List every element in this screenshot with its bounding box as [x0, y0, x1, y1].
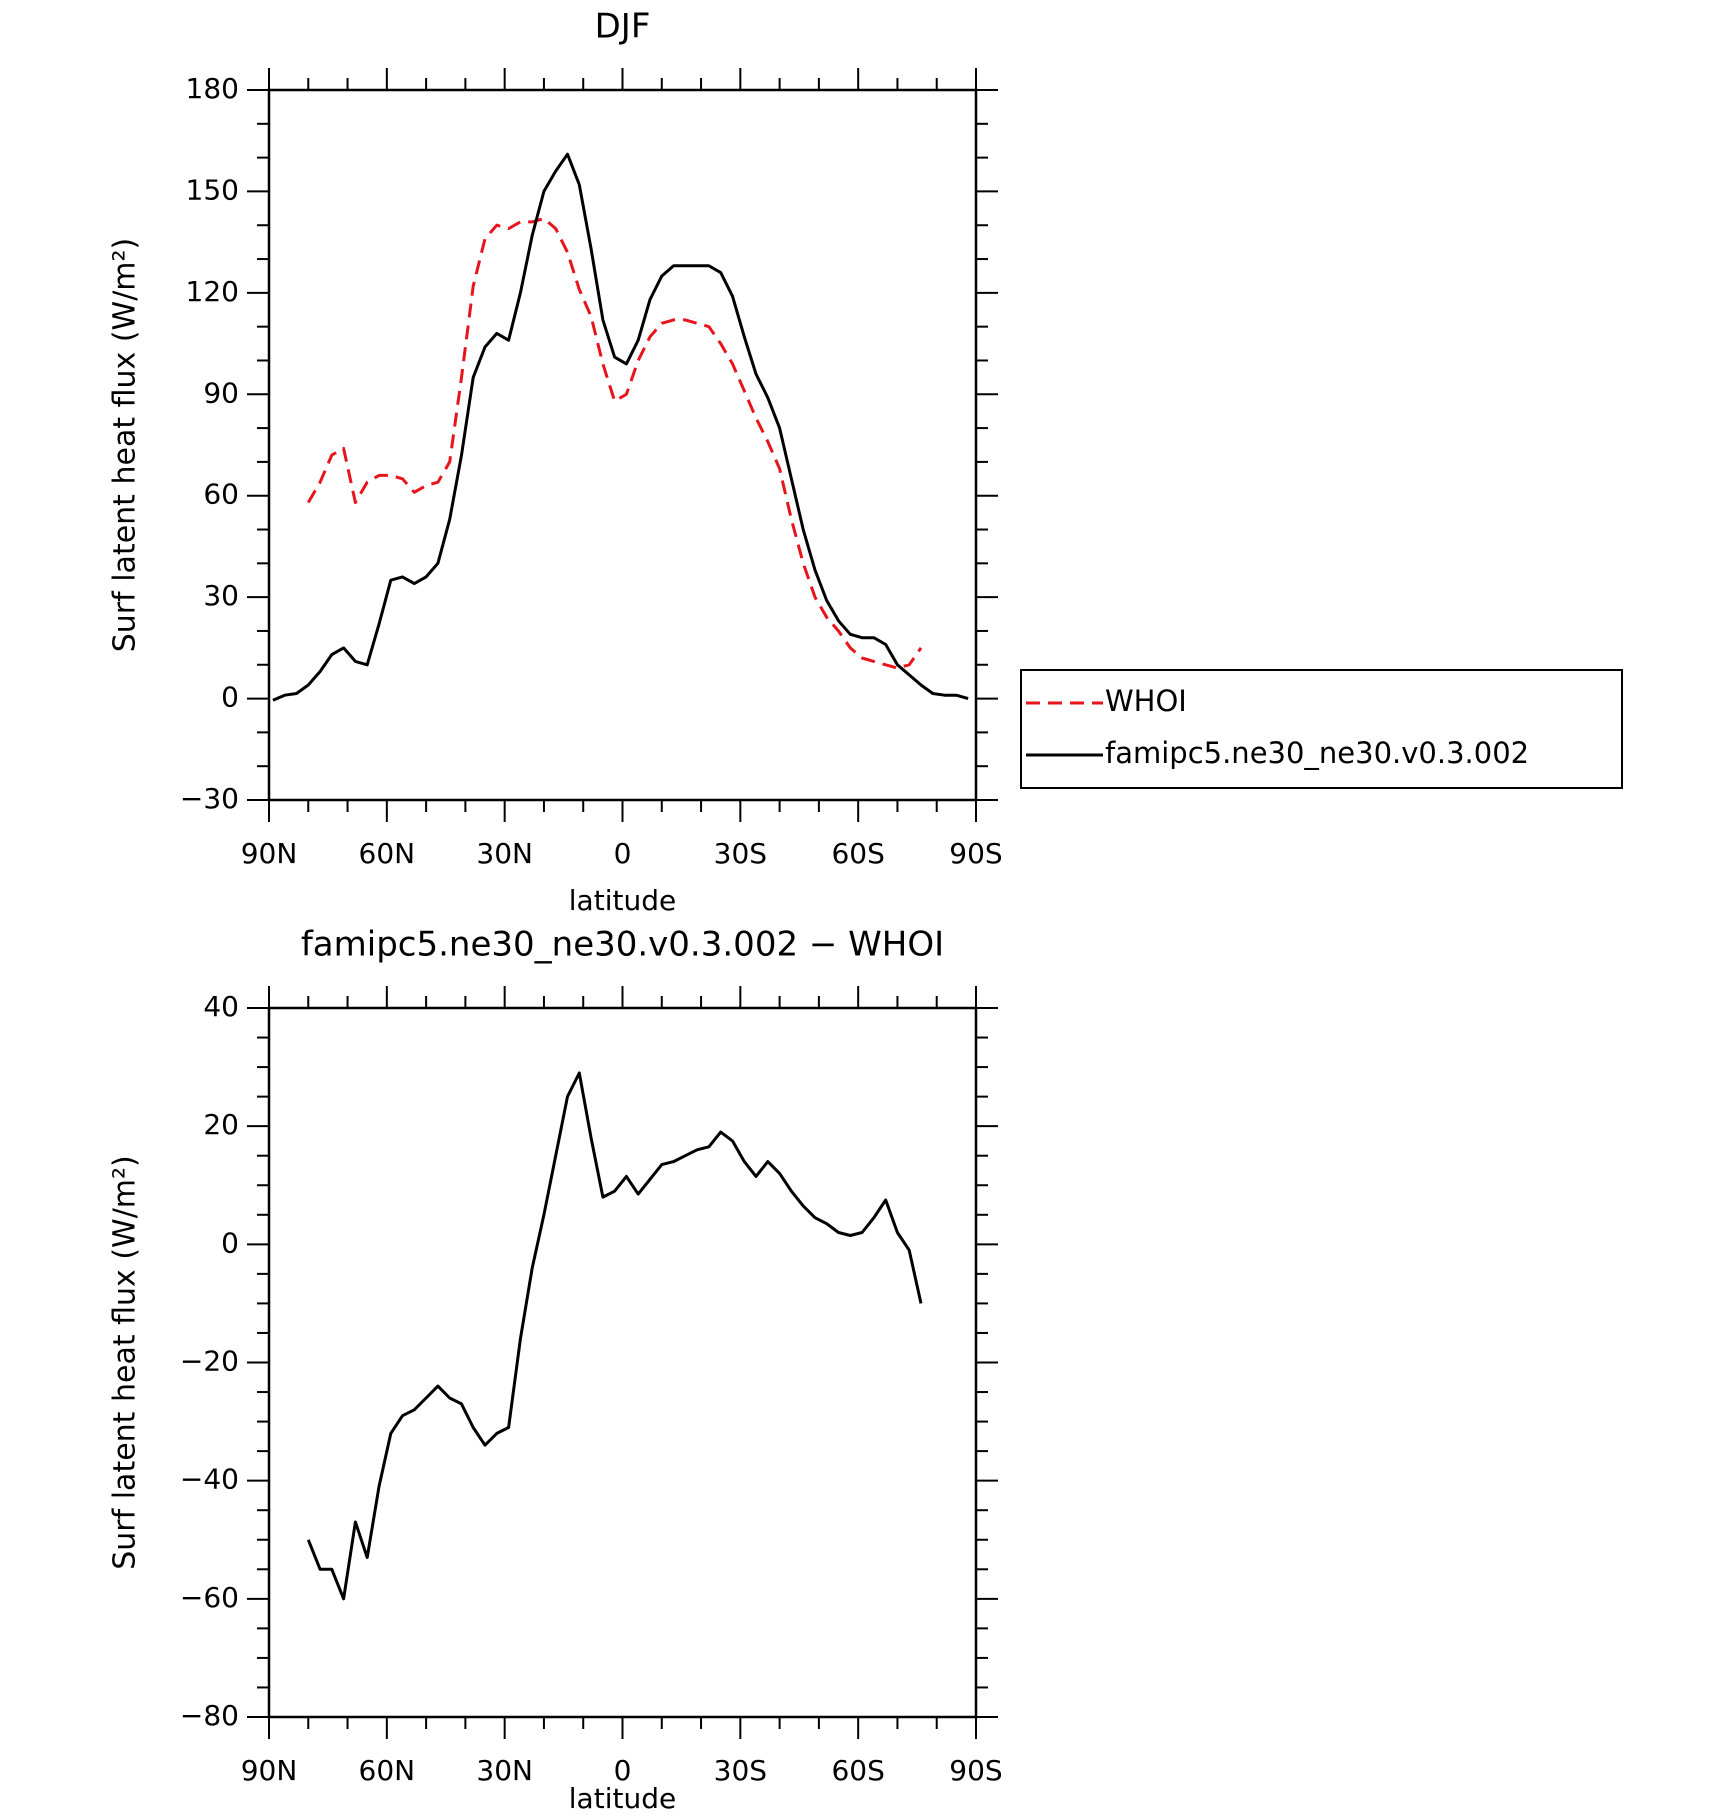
y-tick-label: 90: [203, 376, 239, 409]
legend-label: WHOI: [1105, 684, 1187, 718]
chart-title: famipc5.ne30_ne30.v0.3.002 − WHOI: [301, 925, 944, 965]
y-tick-label: −40: [180, 1463, 239, 1496]
y-tick-label: 20: [203, 1108, 239, 1141]
x-tick-label: 90S: [949, 1754, 1002, 1787]
x-axis-label: latitude: [569, 1782, 676, 1815]
x-tick-label: 30S: [714, 1754, 767, 1787]
y-tick-label: 0: [221, 1226, 239, 1259]
y-tick-label: −80: [180, 1699, 239, 1732]
y-tick-label: −20: [180, 1345, 239, 1378]
data-line: [307, 217, 923, 670]
x-tick-label: 30N: [476, 1754, 533, 1787]
y-tick-label: 180: [186, 72, 239, 105]
legend-box: [1020, 669, 1623, 789]
x-tick-label: 0: [614, 1754, 632, 1787]
x-tick-label: 30S: [714, 837, 767, 870]
data-line: [272, 152, 969, 702]
x-tick-label: 90N: [241, 1754, 298, 1787]
data-line: [306, 1071, 923, 1601]
y-tick-label: 0: [221, 681, 239, 714]
legend-label: famipc5.ne30_ne30.v0.3.002: [1105, 736, 1529, 770]
y-tick-label: 30: [203, 579, 239, 612]
y-tick-label: 40: [203, 990, 239, 1023]
y-tick-label: 150: [186, 173, 239, 206]
y-tick-label: 120: [186, 275, 239, 308]
x-tick-label: 30N: [476, 837, 533, 870]
x-axis-label: latitude: [569, 884, 676, 917]
y-axis-label: Surf latent heat flux (W/m²): [108, 1155, 143, 1570]
x-tick-label: 60S: [831, 1754, 884, 1787]
plot-frame: [267, 1006, 978, 1719]
x-tick-label: 0: [614, 837, 632, 870]
x-tick-label: 60N: [359, 837, 416, 870]
y-axis-label: Surf latent heat flux (W/m²): [108, 238, 143, 653]
x-tick-label: 90N: [241, 837, 298, 870]
x-tick-label: 60N: [359, 1754, 416, 1787]
x-tick-label: 60S: [831, 837, 884, 870]
chart-title: DJF: [595, 7, 651, 47]
y-tick-label: −30: [180, 782, 239, 815]
y-tick-label: 60: [203, 478, 239, 511]
x-tick-label: 90S: [949, 837, 1002, 870]
plot-frame: [267, 88, 978, 802]
y-tick-label: −60: [180, 1581, 239, 1614]
